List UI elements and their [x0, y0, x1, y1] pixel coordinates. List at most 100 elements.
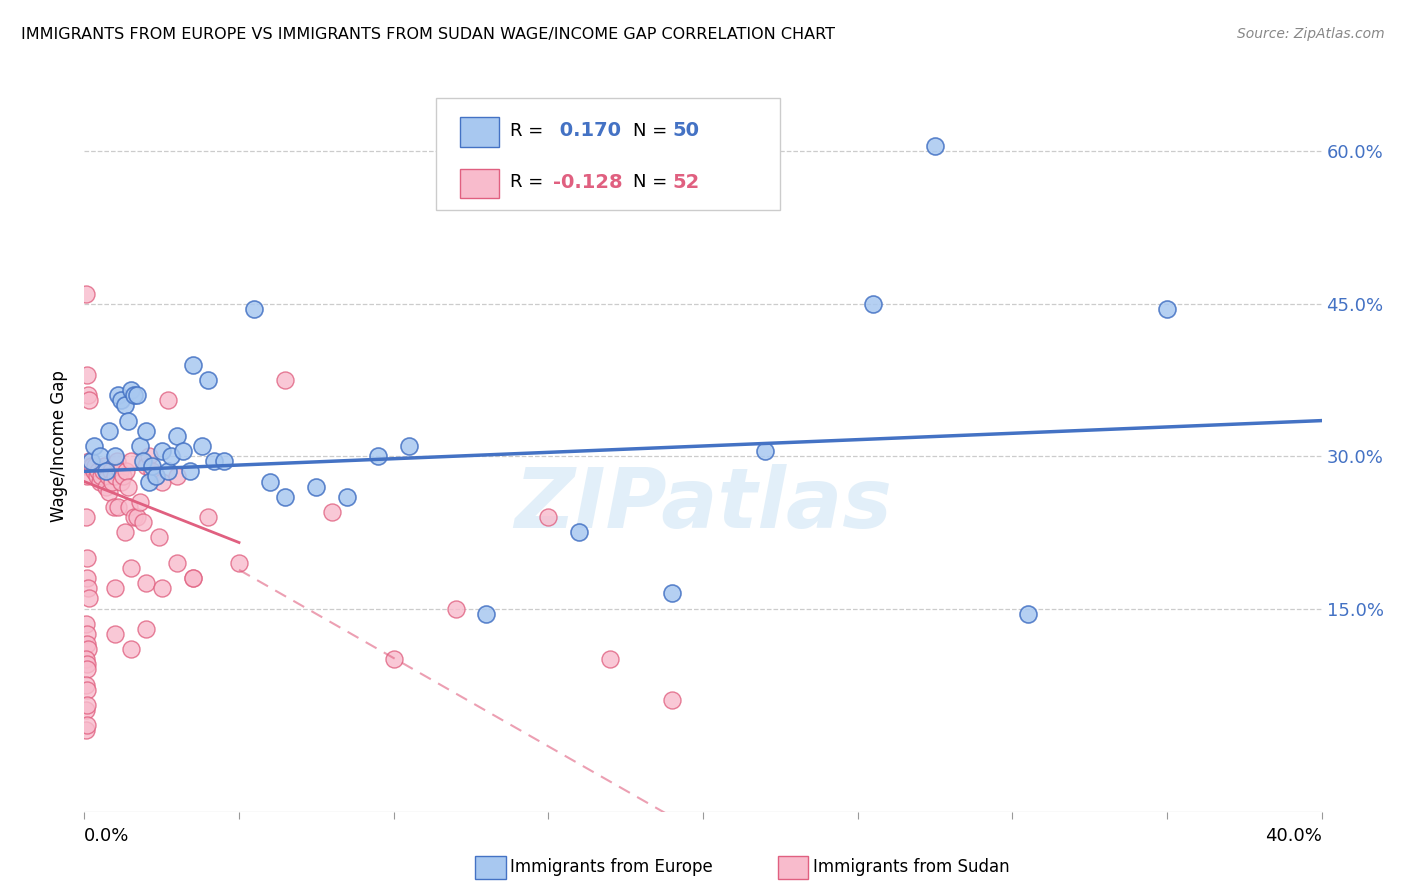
Point [79, 454, 101, 468]
Point [1156, 301, 1178, 316]
Point [75, 459, 97, 474]
Point [76, 698, 98, 712]
Point [202, 454, 225, 468]
Point [120, 454, 142, 468]
Point [104, 627, 127, 641]
Point [156, 393, 179, 408]
Point [274, 373, 297, 387]
Point [103, 500, 125, 514]
Point [75, 652, 97, 666]
Point [125, 388, 148, 402]
Point [181, 358, 204, 372]
Point [166, 556, 188, 570]
Text: IMMIGRANTS FROM EUROPE VS IMMIGRANTS FROM SUDAN WAGE/INCOME GAP CORRELATION CHAR: IMMIGRANTS FROM EUROPE VS IMMIGRANTS FRO… [21, 27, 835, 42]
Point [181, 571, 204, 585]
Point [98, 424, 121, 438]
Point [104, 449, 127, 463]
Point [924, 139, 946, 153]
Point [661, 693, 683, 707]
Point [83, 464, 105, 478]
Point [76, 469, 98, 483]
Text: Source: ZipAtlas.com: Source: ZipAtlas.com [1237, 27, 1385, 41]
Point [104, 469, 127, 483]
Point [110, 475, 132, 489]
Point [89, 475, 111, 489]
Point [79, 459, 101, 474]
Point [76, 637, 98, 651]
Point [129, 495, 152, 509]
Point [181, 571, 204, 585]
Point [86, 469, 108, 483]
Point [110, 393, 132, 408]
Point [75, 703, 97, 717]
Point [172, 444, 194, 458]
Point [166, 469, 188, 483]
Text: 52: 52 [672, 172, 699, 192]
Text: 40.0%: 40.0% [1265, 827, 1322, 845]
Point [135, 622, 157, 636]
Point [197, 510, 219, 524]
Point [120, 642, 142, 657]
Point [94, 464, 117, 478]
Point [112, 469, 135, 483]
Point [475, 607, 498, 621]
Point [76, 550, 98, 565]
Point [76, 657, 98, 672]
Point [94, 480, 117, 494]
Point [228, 556, 250, 570]
Point [160, 449, 183, 463]
Point [148, 530, 170, 544]
Point [191, 439, 214, 453]
Point [125, 510, 148, 524]
Point [77, 393, 100, 408]
Point [150, 581, 173, 595]
Point [145, 469, 167, 483]
Point [77, 591, 100, 606]
Point [132, 454, 155, 468]
Text: 50: 50 [672, 121, 699, 140]
Point [1017, 607, 1039, 621]
Point [76, 627, 98, 641]
Point [98, 484, 121, 499]
Point [274, 490, 297, 504]
Point [93, 459, 115, 474]
Text: N =: N = [633, 173, 666, 191]
Text: R =: R = [510, 122, 544, 140]
Point [129, 439, 152, 453]
Point [135, 459, 157, 474]
Point [398, 439, 420, 453]
Point [117, 414, 139, 428]
Point [107, 500, 129, 514]
Text: 0.170: 0.170 [553, 121, 620, 140]
Point [145, 469, 167, 483]
Text: Immigrants from Europe: Immigrants from Europe [510, 858, 713, 876]
Point [75, 286, 97, 301]
Point [138, 449, 160, 463]
Point [243, 301, 266, 316]
Point [77, 454, 100, 468]
Point [76, 571, 98, 585]
Point [97, 469, 120, 483]
Point [77, 642, 100, 657]
Text: Immigrants from Sudan: Immigrants from Sudan [813, 858, 1010, 876]
Point [367, 449, 389, 463]
Point [105, 454, 128, 468]
Point [75, 678, 97, 692]
Point [122, 510, 145, 524]
Point [132, 515, 155, 529]
Point [336, 490, 359, 504]
Point [77, 581, 100, 595]
Point [382, 652, 405, 666]
Point [83, 439, 105, 453]
Point [150, 475, 173, 489]
Point [91, 464, 114, 478]
Point [120, 383, 142, 397]
Point [135, 424, 157, 438]
Point [150, 444, 173, 458]
Point [101, 475, 124, 489]
Point [75, 723, 97, 738]
Point [87, 464, 110, 478]
Y-axis label: Wage/Income Gap: Wage/Income Gap [51, 370, 69, 522]
Point [754, 444, 776, 458]
Point [321, 505, 343, 519]
